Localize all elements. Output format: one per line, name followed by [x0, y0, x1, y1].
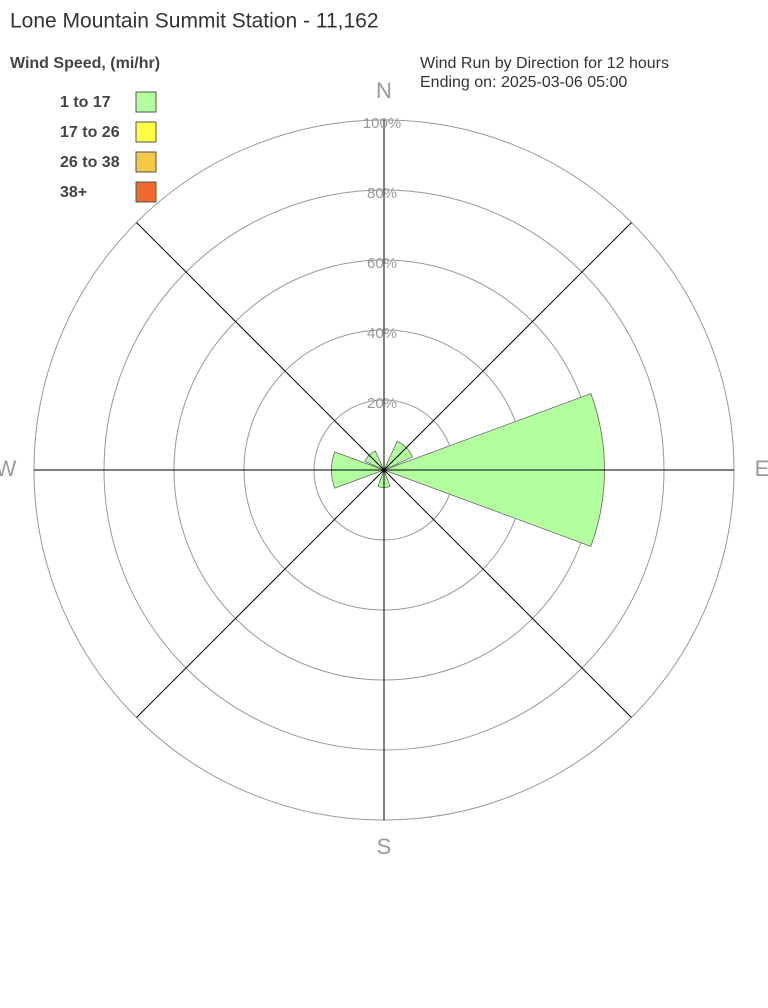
- r-tick-label: 100%: [363, 115, 401, 132]
- legend-swatch: [135, 151, 157, 173]
- legend-swatch: [135, 181, 157, 203]
- direction-label: E: [755, 456, 768, 481]
- direction-label: S: [377, 834, 392, 859]
- r-tick-label: 60%: [367, 255, 397, 272]
- legend-label: 1 to 17: [60, 94, 111, 111]
- legend-label: 17 to 26: [60, 124, 120, 141]
- chart-title: Lone Mountain Summit Station - 11,162: [10, 10, 379, 33]
- subtitle: Ending on: 2025-03-06 05:00: [420, 74, 627, 91]
- legend-label: 38+: [60, 184, 87, 201]
- legend-title: Wind Speed, (mi/hr): [10, 55, 160, 72]
- legend-label: 26 to 38: [60, 154, 120, 171]
- spoke: [136, 222, 632, 718]
- r-tick-label: 80%: [367, 185, 397, 202]
- legend-swatch: [135, 121, 157, 143]
- direction-label: N: [376, 78, 392, 103]
- r-tick-label: 40%: [367, 325, 397, 342]
- legend-swatch: [135, 91, 157, 113]
- r-tick-label: 20%: [367, 395, 397, 412]
- subtitle: Wind Run by Direction for 12 hours: [420, 55, 669, 72]
- direction-label: W: [0, 456, 17, 481]
